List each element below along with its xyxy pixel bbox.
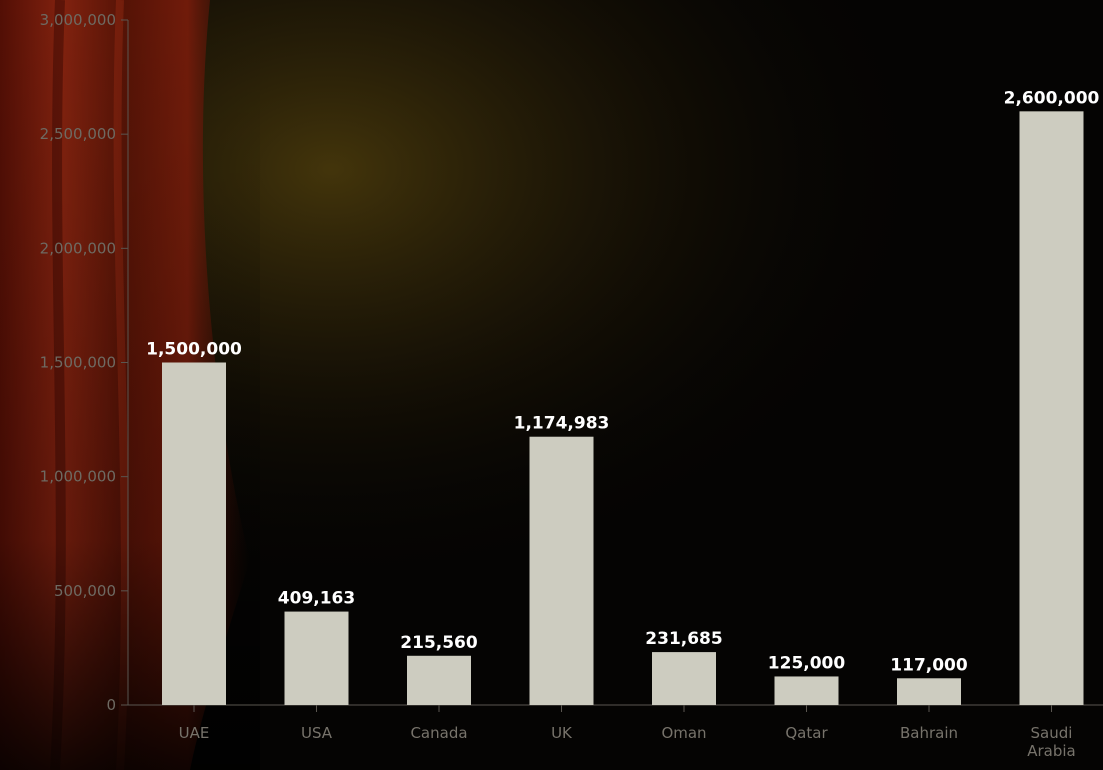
bar: [897, 678, 961, 705]
y-tick-label: 1,500,000: [40, 354, 116, 372]
x-category-label: UAE: [179, 724, 210, 742]
bar: [1019, 111, 1084, 706]
x-category-label: Qatar: [785, 724, 828, 742]
x-category-label: USA: [301, 724, 333, 742]
y-tick-label: 1,000,000: [40, 468, 116, 486]
bar: [162, 362, 226, 705]
bar: [774, 676, 839, 705]
bar-value-label: 215,560: [400, 633, 478, 653]
x-category-label: Oman: [661, 724, 706, 742]
x-category-label: Saudi Arabia: [1027, 724, 1076, 760]
y-tick-label: 3,000,000: [40, 11, 116, 29]
x-axis: UAE USA Canada UK Oman Qatar Bahrain Saudi Arabi…: [128, 704, 1103, 760]
bar-value-label: 2,600,000: [1004, 88, 1100, 108]
bar-value-label: 231,685: [645, 629, 722, 649]
bar-value-label: 409,163: [278, 589, 355, 609]
x-category-label: Canada: [410, 724, 467, 742]
y-tick-label: 500,000: [54, 582, 116, 600]
y-tick-label: 2,500,000: [40, 125, 116, 143]
bar-value-label: 1,174,983: [514, 414, 610, 434]
bar: [529, 436, 594, 705]
bar: [407, 655, 471, 705]
y-axis: 0 500,000 1,000,000 1,500,000 2,000,000 2,500…: [40, 11, 129, 714]
bar-value-label: 125,000: [768, 653, 846, 673]
bar: [652, 652, 716, 705]
bars: 1,500,000 409,163 215,560 1,174,983 231,685 1…: [146, 88, 1100, 706]
x-category-label: UK: [551, 724, 573, 742]
bar-value-label: 1,500,000: [146, 340, 242, 360]
y-tick-label: 2,000,000: [40, 239, 116, 257]
bar: [284, 611, 349, 705]
y-tick-label: 0: [106, 696, 116, 714]
bar-value-label: 117,000: [890, 655, 968, 675]
x-category-label: Bahrain: [900, 724, 958, 742]
